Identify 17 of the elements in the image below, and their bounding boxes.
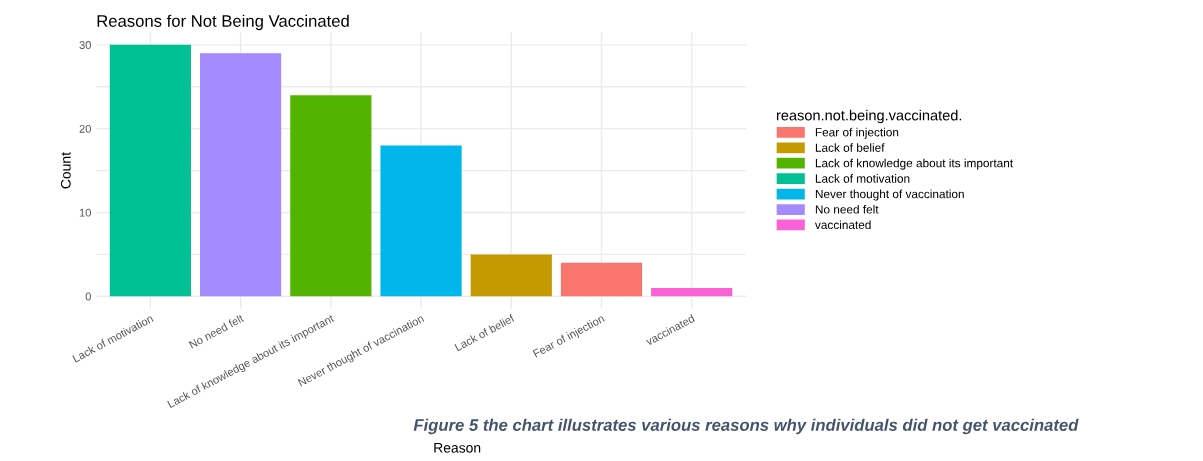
x-axis-title: Reason	[434, 443, 481, 453]
legend-title: reason.not.being.vaccinated.	[776, 109, 962, 124]
y-tick-label: 10	[79, 208, 91, 217]
legend-label: Lack of belief	[815, 143, 885, 152]
caption: Figure 5 the chart illustrates various reasons why individuals did not get vaccinated	[413, 418, 1079, 435]
chart-title: Reasons for Not Being Vaccinated	[97, 14, 349, 31]
legend-label: Never thought of vaccination	[815, 189, 964, 201]
x-tick-label: No need felt	[188, 313, 245, 349]
legend-label: Fear of injection	[815, 127, 899, 139]
legend-label: Lack of knowledge about its important	[815, 158, 1014, 170]
legend-label: No need felt	[815, 204, 879, 214]
y-tick-label: 20	[79, 124, 91, 133]
y-tick-label: 0	[85, 292, 91, 301]
legend-label: Lack of motivation	[815, 174, 910, 183]
y-axis-title: Count	[60, 152, 71, 189]
y-tick-label: 30	[79, 41, 91, 49]
legend-label: vaccinated	[814, 220, 871, 230]
